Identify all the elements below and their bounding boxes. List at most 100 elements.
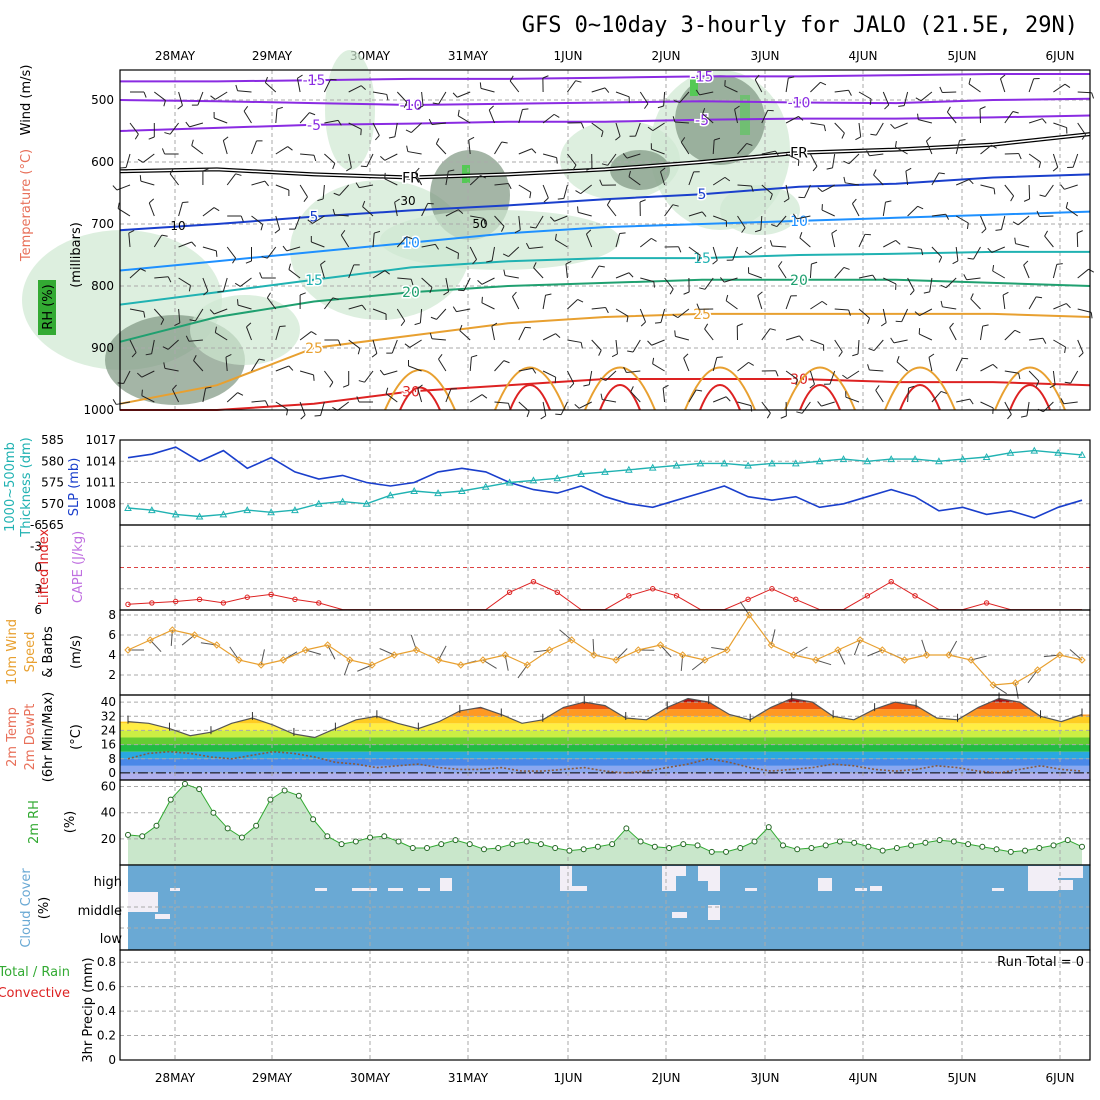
wind-barb-feather — [288, 365, 294, 371]
wind-barb-feather — [979, 106, 986, 110]
wind-barb — [1053, 339, 1066, 348]
wind-barb-feather — [869, 98, 872, 106]
wind-barb-feather — [258, 358, 265, 361]
wind-barb-feather — [428, 118, 433, 125]
wind-barb — [831, 233, 836, 248]
wind-barb — [431, 338, 446, 341]
wind10-speed-point — [434, 656, 443, 664]
wind-barb-feather — [867, 364, 870, 371]
wind-barb-feather — [223, 136, 229, 141]
thickness-point — [648, 463, 657, 471]
li-tick-label: 6 — [34, 603, 42, 617]
wind-barb — [116, 184, 131, 191]
lifted-index-point — [268, 591, 274, 598]
wind-barb — [578, 211, 592, 217]
rh2m-point — [950, 838, 957, 845]
wind-barb — [296, 78, 301, 93]
wind-barb — [688, 171, 695, 186]
wind10-speed-point — [900, 656, 909, 664]
rh2m-unit-label: (%) — [63, 811, 78, 834]
wind-barb — [226, 246, 237, 259]
top-date-label: 2JUN — [652, 49, 681, 63]
lifted-index-axis-label: Lifted Index — [37, 528, 52, 605]
wind10-speed-point — [590, 651, 598, 659]
wind-barb-feather — [472, 259, 477, 265]
wind-barb — [821, 209, 835, 217]
wind-barb — [846, 370, 860, 380]
thickness-point — [195, 512, 204, 520]
temperature-contour — [119, 210, 1091, 272]
wind-barb-feather — [872, 274, 877, 281]
slp-axis-label: SLP (mb) — [67, 458, 82, 517]
bottom-date-label: 1JUN — [554, 1071, 583, 1085]
temperature-contour — [119, 114, 1091, 132]
wind10-speed-point — [1033, 666, 1042, 674]
thickness-point — [362, 499, 371, 507]
rh2m-point — [737, 845, 744, 851]
wind-barb-feather — [1020, 415, 1028, 418]
wind-barb — [445, 277, 450, 292]
wind-barb — [348, 339, 361, 349]
wind-barb — [761, 401, 771, 414]
wind-barb — [737, 143, 748, 155]
thickness-point — [481, 482, 490, 490]
wind-barb — [1028, 118, 1043, 124]
thickness-line — [127, 449, 1083, 518]
wind-barb-feather — [414, 167, 420, 173]
rh2m-point — [395, 838, 402, 845]
wind-barb-feather — [1012, 221, 1019, 226]
lifted-index-point — [292, 596, 298, 603]
wind-barb — [1000, 215, 1006, 230]
wind-barb-feather — [236, 299, 239, 306]
wind-barb — [869, 153, 884, 157]
wind-barb-feather — [117, 382, 124, 384]
wind-barb-feather — [164, 132, 171, 135]
wind10-speed-point — [168, 626, 177, 634]
wind-barb-feather — [225, 353, 232, 358]
wind-barb — [1044, 235, 1054, 248]
cloud-middle-label: middle — [78, 904, 122, 919]
wind-barb — [322, 184, 325, 199]
wind-barb-feather — [672, 204, 679, 207]
wind-barb-feather — [809, 383, 815, 389]
wind-barb — [858, 91, 872, 100]
wind-barb — [555, 239, 568, 248]
wind-barb — [778, 265, 787, 279]
wind-barb — [265, 82, 277, 93]
wind-barb-feather — [982, 324, 989, 327]
wind-barb-feather — [360, 85, 366, 91]
wind-barb-feather — [189, 319, 196, 322]
wind-barb — [801, 401, 811, 414]
temperature-contour-label: -5 — [307, 118, 321, 134]
wind-barb — [178, 277, 191, 286]
wind-barb-feather — [1042, 118, 1047, 124]
wind-barb-feather — [737, 323, 743, 327]
wind-barb-feather — [704, 323, 709, 330]
bottom-date-label: 31MAY — [448, 1071, 489, 1085]
wind-barb-feather — [1064, 381, 1071, 384]
precip-total-legend: Total / Rain — [0, 965, 70, 980]
wind-barb-feather — [167, 276, 172, 283]
wind-barb-feather — [724, 176, 731, 182]
cloud-gap — [155, 914, 170, 919]
wind-barb — [804, 184, 811, 198]
wind-barb — [1026, 401, 1030, 416]
wind-barb-feather — [486, 260, 493, 263]
wind-barb — [677, 308, 690, 319]
wind-barb — [560, 401, 568, 415]
thickness-point — [529, 476, 538, 484]
wind10-speed-point — [190, 631, 199, 639]
wind-barb-feather — [148, 136, 155, 140]
wind-barb-feather — [481, 394, 488, 399]
cloud-gap — [560, 866, 572, 891]
rh2m-point — [281, 787, 288, 794]
wind-barb-feather — [459, 324, 463, 331]
wind-barb-feather — [374, 135, 380, 141]
wind-barb-feather — [148, 198, 155, 204]
wind-barb — [445, 246, 459, 254]
wind-barb-feather — [623, 366, 627, 373]
cloud-gap — [128, 892, 158, 912]
thickness-point — [1006, 448, 1015, 456]
precip-convective-legend: Convective — [0, 986, 70, 1001]
wind-barb-feather — [601, 163, 608, 166]
